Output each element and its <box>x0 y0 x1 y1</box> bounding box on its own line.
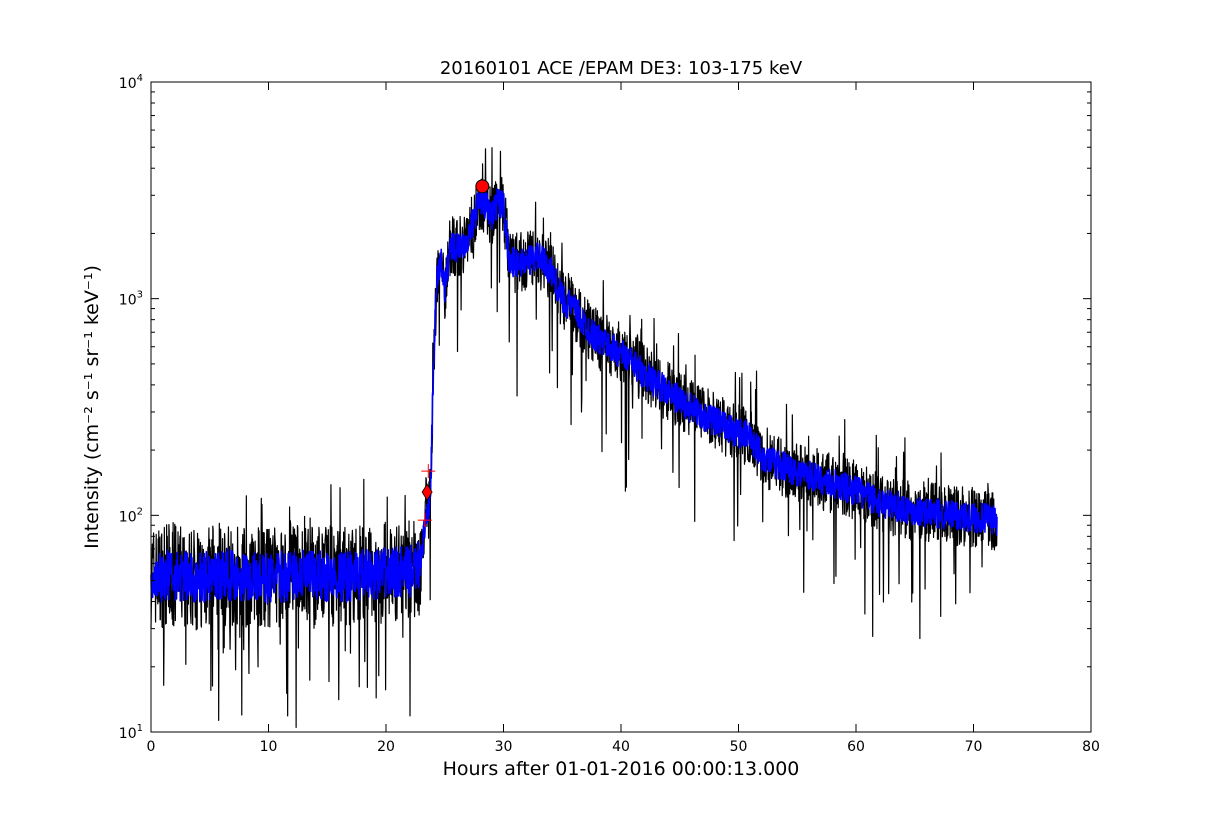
label-layer: 0 10 20 30 40 50 60 70 80 101 102 103 104 <box>119 73 1100 755</box>
x-tick-label: 80 <box>1082 739 1100 755</box>
x-tick-label: 40 <box>612 739 630 755</box>
x-tick-label: 60 <box>847 739 865 755</box>
chart-title: 20160101 ACE /EPAM DE3: 103-175 keV <box>440 58 803 79</box>
series-line-blue <box>150 186 998 604</box>
y-tick-label: 101 <box>119 723 143 742</box>
marker-layer <box>417 179 490 528</box>
plus-marker <box>421 464 436 479</box>
x-tick-label: 30 <box>495 739 513 755</box>
y-tick-label: 103 <box>119 290 143 309</box>
y-tick-label: 104 <box>119 73 143 92</box>
peak-marker-circle <box>475 179 490 194</box>
series-layer <box>150 186 998 604</box>
x-tick-label: 0 <box>147 739 156 755</box>
onset-marker-diamond <box>421 483 433 501</box>
x-tick-label: 10 <box>260 739 278 755</box>
x-tick-label: 20 <box>377 739 395 755</box>
y-axis-label: Intensity (cm⁻² s⁻¹ sr⁻¹ keV⁻¹) <box>81 265 103 549</box>
x-tick-label: 70 <box>965 739 983 755</box>
x-tick-label: 50 <box>730 739 748 755</box>
tick-layer <box>150 81 1092 733</box>
plus-marker <box>417 513 432 528</box>
x-axis-label: Hours after 01-01-2016 00:00:13.000 <box>443 758 800 780</box>
y-tick-label: 102 <box>119 506 143 525</box>
